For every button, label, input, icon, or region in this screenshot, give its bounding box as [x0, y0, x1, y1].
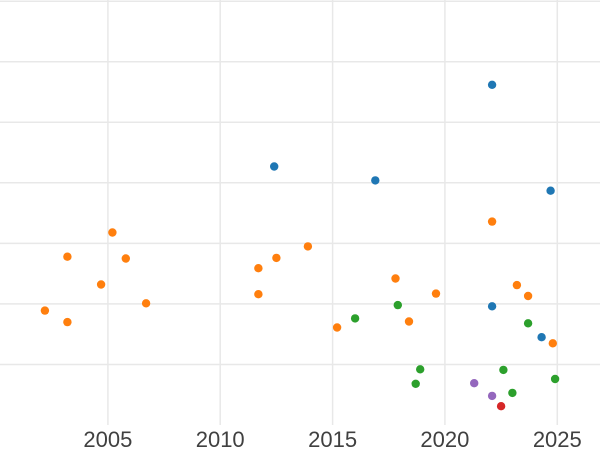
data-point	[270, 162, 279, 171]
data-point	[550, 374, 560, 384]
x-tick-label: 2025	[533, 427, 582, 450]
x-tick-label: 2010	[196, 427, 245, 450]
vertical-gridlines	[107, 0, 559, 425]
data-point	[487, 391, 497, 401]
data-point	[254, 290, 263, 299]
data-point	[546, 186, 555, 195]
x-tick-label: 2020	[420, 427, 469, 450]
data-point	[254, 264, 263, 273]
data-point	[487, 302, 497, 311]
data-point	[404, 317, 414, 326]
data-point	[508, 388, 517, 398]
data-point	[96, 280, 106, 289]
data-point	[487, 80, 497, 90]
series-green	[350, 300, 560, 398]
series-red	[496, 402, 506, 411]
data-point	[121, 254, 130, 263]
data-point	[391, 274, 400, 283]
data-point	[416, 365, 425, 374]
data-point	[350, 314, 360, 323]
data-point	[523, 291, 533, 301]
data-point	[548, 339, 557, 348]
series-blue	[270, 80, 555, 342]
data-point	[332, 323, 342, 332]
x-tick-label: 2015	[308, 427, 357, 450]
data-point	[431, 289, 441, 298]
data-point	[371, 176, 380, 185]
series-orange	[40, 217, 557, 348]
data-point	[523, 319, 533, 328]
data-point	[272, 253, 281, 263]
x-tick-label: 2005	[83, 427, 132, 450]
data-point	[393, 300, 402, 310]
data-point	[470, 379, 479, 388]
data-point	[499, 365, 508, 375]
data-point	[496, 402, 506, 411]
data-point	[512, 280, 522, 290]
x-axis-tick-labels: 2005 2010 2015 2020 2025	[83, 427, 581, 450]
series-purple	[470, 379, 497, 401]
data-point	[63, 317, 72, 327]
data-point	[303, 242, 313, 251]
data-point	[40, 306, 50, 315]
data-point	[411, 379, 420, 388]
data-point	[63, 252, 72, 261]
data-points	[40, 80, 560, 411]
data-point	[141, 299, 151, 308]
data-point	[108, 228, 117, 237]
data-point	[537, 333, 546, 342]
horizontal-gridlines	[0, 0, 600, 366]
data-point	[487, 217, 497, 226]
